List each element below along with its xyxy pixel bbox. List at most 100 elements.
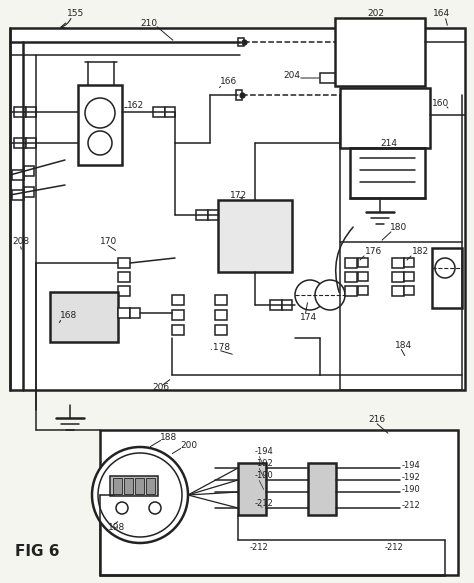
- Bar: [270, 300, 282, 310]
- Circle shape: [435, 258, 455, 278]
- Text: -192: -192: [402, 473, 421, 483]
- Bar: [345, 286, 357, 296]
- Text: 208: 208: [12, 237, 29, 247]
- Bar: [358, 286, 368, 295]
- Circle shape: [88, 131, 112, 155]
- Text: 202: 202: [367, 9, 384, 19]
- Circle shape: [98, 453, 182, 537]
- Text: -190: -190: [255, 472, 274, 480]
- Bar: [146, 478, 155, 494]
- Circle shape: [149, 502, 161, 514]
- Bar: [118, 258, 130, 268]
- Text: 174: 174: [300, 314, 317, 322]
- Bar: [215, 325, 227, 335]
- Text: 184: 184: [395, 340, 412, 349]
- Bar: [350, 148, 425, 198]
- Bar: [26, 107, 36, 117]
- Bar: [308, 463, 336, 515]
- Text: 216: 216: [368, 416, 385, 424]
- Text: 204: 204: [283, 72, 300, 80]
- Bar: [238, 38, 244, 46]
- Text: 155: 155: [67, 9, 84, 19]
- Bar: [345, 272, 357, 282]
- Text: -212: -212: [255, 500, 274, 508]
- Bar: [215, 295, 227, 305]
- Text: -212: -212: [385, 543, 404, 553]
- Bar: [78, 85, 122, 165]
- Text: 206: 206: [152, 384, 169, 392]
- Bar: [392, 286, 404, 296]
- Text: 182: 182: [412, 248, 429, 257]
- Bar: [12, 190, 24, 200]
- Text: .178: .178: [210, 343, 230, 353]
- Text: 162: 162: [127, 100, 144, 110]
- Text: 160: 160: [432, 99, 449, 107]
- Bar: [432, 248, 462, 308]
- Bar: [24, 187, 34, 197]
- Bar: [404, 286, 414, 295]
- Bar: [392, 272, 404, 282]
- Bar: [172, 295, 184, 305]
- Bar: [282, 300, 292, 310]
- Bar: [113, 478, 122, 494]
- Bar: [345, 258, 357, 268]
- Text: 168: 168: [60, 311, 77, 321]
- Bar: [26, 138, 36, 148]
- Bar: [100, 430, 458, 575]
- Bar: [24, 166, 34, 176]
- Text: 172: 172: [230, 191, 247, 199]
- Bar: [14, 107, 26, 117]
- Bar: [135, 478, 144, 494]
- Text: 188: 188: [160, 433, 177, 441]
- Text: -212: -212: [250, 543, 269, 553]
- Circle shape: [85, 98, 115, 128]
- Bar: [118, 308, 130, 318]
- Text: -194: -194: [402, 462, 421, 470]
- Bar: [172, 310, 184, 320]
- Text: 166: 166: [220, 78, 237, 86]
- Bar: [404, 258, 414, 267]
- Bar: [110, 476, 158, 496]
- Circle shape: [116, 502, 128, 514]
- Bar: [124, 478, 133, 494]
- Bar: [208, 210, 218, 220]
- Text: 176: 176: [365, 248, 382, 257]
- Text: -190: -190: [402, 486, 421, 494]
- Bar: [404, 272, 414, 281]
- Text: -194: -194: [255, 448, 274, 456]
- Bar: [320, 73, 335, 83]
- Bar: [238, 463, 266, 515]
- Circle shape: [295, 280, 325, 310]
- Bar: [172, 325, 184, 335]
- Text: -192: -192: [255, 459, 274, 469]
- Bar: [392, 258, 404, 268]
- Bar: [196, 210, 208, 220]
- Text: 198: 198: [108, 524, 125, 532]
- Bar: [165, 107, 175, 117]
- Bar: [153, 107, 165, 117]
- Text: 210: 210: [140, 19, 157, 27]
- Bar: [335, 18, 425, 86]
- Bar: [236, 90, 242, 100]
- Text: -212: -212: [402, 501, 421, 511]
- Bar: [118, 286, 130, 296]
- Bar: [358, 272, 368, 281]
- Bar: [50, 292, 118, 342]
- Text: 214: 214: [380, 139, 397, 147]
- Bar: [218, 200, 292, 272]
- Bar: [340, 88, 430, 148]
- Circle shape: [92, 447, 188, 543]
- Text: 170: 170: [100, 237, 117, 247]
- Bar: [10, 28, 465, 390]
- Bar: [14, 138, 26, 148]
- Text: FIG 6: FIG 6: [15, 545, 60, 560]
- Bar: [215, 310, 227, 320]
- Text: 164: 164: [433, 9, 450, 19]
- Text: 200: 200: [180, 441, 197, 449]
- Bar: [358, 258, 368, 267]
- Text: 180: 180: [390, 223, 407, 233]
- Bar: [130, 308, 140, 318]
- Bar: [118, 272, 130, 282]
- Circle shape: [315, 280, 345, 310]
- Bar: [12, 170, 24, 180]
